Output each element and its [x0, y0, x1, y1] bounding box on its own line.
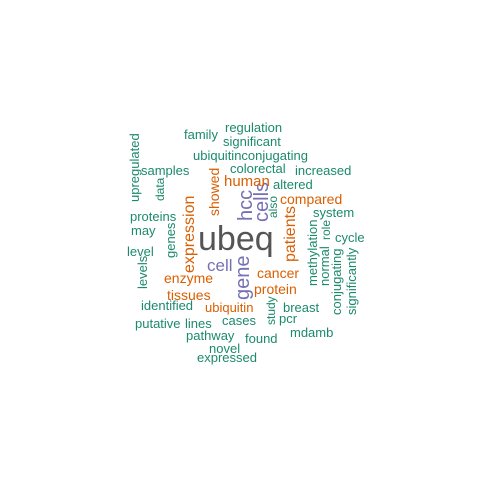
word-role: role: [319, 219, 333, 240]
word-identified: identified: [141, 298, 194, 313]
word-altered: altered: [273, 177, 313, 192]
word-system: system: [313, 205, 355, 220]
word-protein: protein: [254, 281, 297, 297]
word-expression: expression: [181, 195, 198, 273]
word-increased: increased: [295, 163, 352, 178]
word-cases: cases: [222, 313, 256, 328]
word-levels: levels: [135, 255, 150, 289]
word-regulation: regulation: [225, 120, 283, 135]
word-upregulated: upregulated: [127, 133, 142, 202]
word-ubeq: ubeq: [198, 220, 274, 258]
word-ubiquitinconjugating: ubiquitinconjugating: [193, 148, 308, 163]
word-putative: putative: [135, 316, 181, 331]
word-tissues: tissues: [167, 287, 211, 303]
word-cancer: cancer: [257, 265, 300, 281]
word-found: found: [245, 331, 278, 346]
word-study: study: [264, 296, 278, 325]
word-cell: cell: [207, 256, 233, 275]
word-level: level: [127, 244, 154, 259]
word-data: data: [153, 177, 167, 201]
word-proteins: proteins: [130, 209, 177, 224]
word-compared: compared: [280, 191, 343, 207]
word-significantly: significantly: [344, 247, 359, 315]
word-pathway: pathway: [186, 328, 235, 343]
word-colorectal: colorectal: [230, 161, 286, 176]
word-ubiquitin: ubiquitin: [205, 300, 254, 315]
word-genes: genes: [163, 222, 178, 258]
word-novel: novel: [209, 341, 241, 356]
word-pcr: pcr: [279, 311, 298, 326]
word-showed: showed: [206, 167, 222, 216]
word-gene: gene: [232, 255, 254, 301]
word-lines: lines: [185, 316, 212, 331]
word-samples: samples: [141, 163, 190, 178]
word-human: human: [224, 173, 270, 190]
word-conjugating: conjugating: [329, 248, 344, 316]
word-mdamb: mdamb: [290, 325, 334, 340]
word-may: may: [131, 223, 156, 238]
word-significant: significant: [223, 134, 281, 149]
word-enzyme: enzyme: [164, 270, 214, 286]
word-patients: patients: [282, 205, 299, 262]
word-also: also: [266, 195, 280, 218]
word-cycle: cycle: [335, 230, 365, 245]
word-expressed: expressed: [197, 350, 257, 365]
word-family: family: [184, 127, 218, 142]
word-breast: breast: [283, 300, 320, 315]
